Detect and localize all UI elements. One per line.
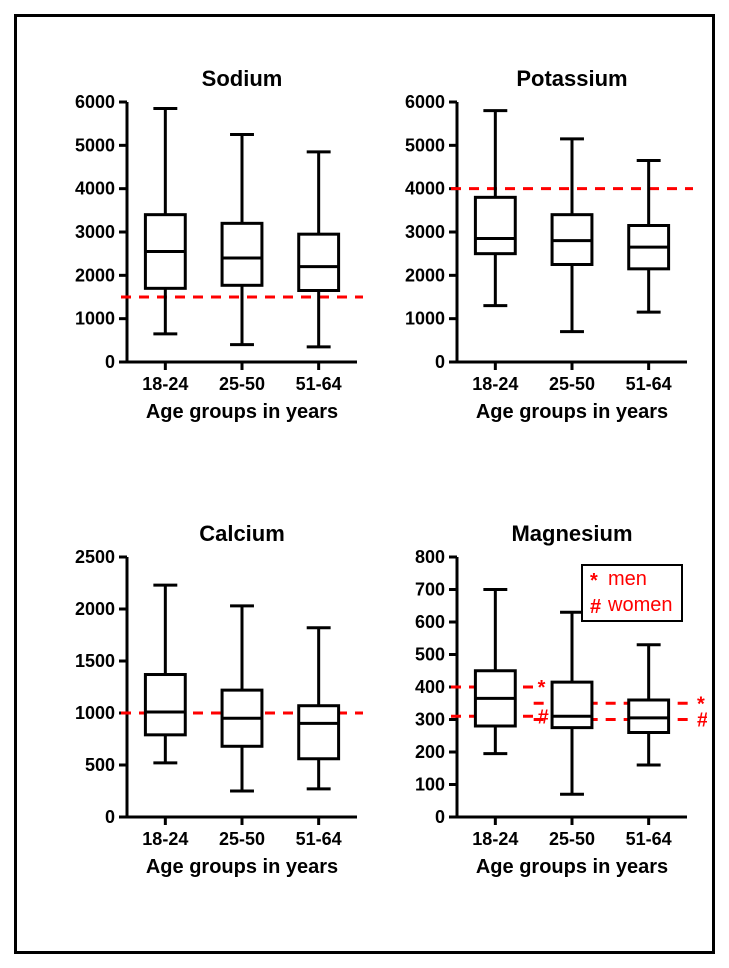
boxplot <box>552 139 592 332</box>
y-tick-label: 100 <box>415 775 445 795</box>
legend-label: men <box>608 568 647 590</box>
x-tick-label: 51-64 <box>626 829 672 849</box>
y-tick-label: 5000 <box>75 135 115 155</box>
iqr-box <box>299 706 339 759</box>
boxplot <box>475 590 515 754</box>
legend-label: women <box>607 594 672 616</box>
y-tick-label: 2000 <box>75 599 115 619</box>
x-axis-label: Age groups in years <box>146 856 338 878</box>
y-tick-label: 1000 <box>75 703 115 723</box>
boxplot <box>299 628 339 789</box>
y-tick-label: 0 <box>105 807 115 827</box>
y-tick-label: 1000 <box>75 309 115 329</box>
y-tick-label: 400 <box>415 677 445 697</box>
y-tick-label: 1500 <box>75 651 115 671</box>
iqr-box <box>299 234 339 290</box>
reference-marker: * <box>538 677 546 699</box>
boxplot <box>145 109 185 334</box>
y-tick-label: 500 <box>85 755 115 775</box>
y-tick-label: 2000 <box>75 265 115 285</box>
x-tick-label: 18-24 <box>472 374 518 394</box>
y-tick-label: 6000 <box>75 92 115 112</box>
x-tick-label: 25-50 <box>219 829 265 849</box>
panel-title: Magnesium <box>511 521 632 546</box>
x-axis-label: Age groups in years <box>146 401 338 423</box>
iqr-box <box>222 223 262 285</box>
figure-outer: Sodium010002000300040005000600018-2425-5… <box>0 0 729 968</box>
figure-frame: Sodium010002000300040005000600018-2425-5… <box>14 14 715 954</box>
boxplot <box>475 111 515 306</box>
y-tick-label: 500 <box>415 645 445 665</box>
y-tick-label: 4000 <box>405 179 445 199</box>
boxplot <box>552 612 592 794</box>
y-tick-label: 600 <box>415 612 445 632</box>
x-tick-label: 51-64 <box>296 829 342 849</box>
y-tick-label: 6000 <box>405 92 445 112</box>
y-tick-label: 2500 <box>75 547 115 567</box>
iqr-box <box>552 682 592 728</box>
reference-marker: # <box>538 706 549 728</box>
iqr-box <box>475 197 515 253</box>
y-tick-label: 0 <box>435 807 445 827</box>
panel-title: Calcium <box>199 521 285 546</box>
legend-symbol: # <box>590 596 601 618</box>
boxplot <box>629 161 669 313</box>
panel-calcium: Calcium 0 500 1000 1500 2000 2500 18-24 25-50 51-… <box>57 517 377 917</box>
y-tick-label: 3000 <box>405 222 445 242</box>
x-tick-label: 51-64 <box>626 374 672 394</box>
panel-potassium: Potassium 0 1000 2000 3000 4000 5000 6000 18-24 2… <box>387 62 707 462</box>
y-tick-label: 800 <box>415 547 445 567</box>
iqr-box <box>629 700 669 733</box>
boxplot <box>299 152 339 347</box>
x-tick-label: 51-64 <box>296 374 342 394</box>
y-tick-label: 2000 <box>405 265 445 285</box>
panel-title: Potassium <box>516 66 627 91</box>
iqr-box <box>145 675 185 735</box>
y-tick-label: 0 <box>435 352 445 372</box>
x-tick-label: 18-24 <box>142 829 188 849</box>
x-tick-label: 25-50 <box>549 374 595 394</box>
y-tick-label: 700 <box>415 580 445 600</box>
y-tick-label: 4000 <box>75 179 115 199</box>
y-tick-label: 0 <box>105 352 115 372</box>
x-tick-label: 25-50 <box>549 829 595 849</box>
x-axis-label: Age groups in years <box>476 401 668 423</box>
y-tick-label: 300 <box>415 710 445 730</box>
panel-title: Sodium <box>202 66 283 91</box>
y-tick-label: 200 <box>415 742 445 762</box>
boxplot <box>222 606 262 791</box>
x-tick-label: 25-50 <box>219 374 265 394</box>
boxplot <box>629 645 669 765</box>
y-tick-label: 3000 <box>75 222 115 242</box>
x-tick-label: 18-24 <box>142 374 188 394</box>
reference-marker: # <box>697 710 707 732</box>
legend-symbol: * <box>590 570 598 592</box>
panel-magnesium: Magnesium 0 100 200 300 400 500 600 700 800 18-24 2… <box>387 517 707 917</box>
panel-sodium: Sodium 0 1000 2000 3000 4000 5000 6000 18-24 25-5… <box>57 62 377 462</box>
y-tick-label: 1000 <box>405 309 445 329</box>
x-axis-label: Age groups in years <box>476 856 668 878</box>
boxplot <box>145 585 185 763</box>
x-tick-label: 18-24 <box>472 829 518 849</box>
boxplot <box>222 135 262 345</box>
y-tick-label: 5000 <box>405 135 445 155</box>
